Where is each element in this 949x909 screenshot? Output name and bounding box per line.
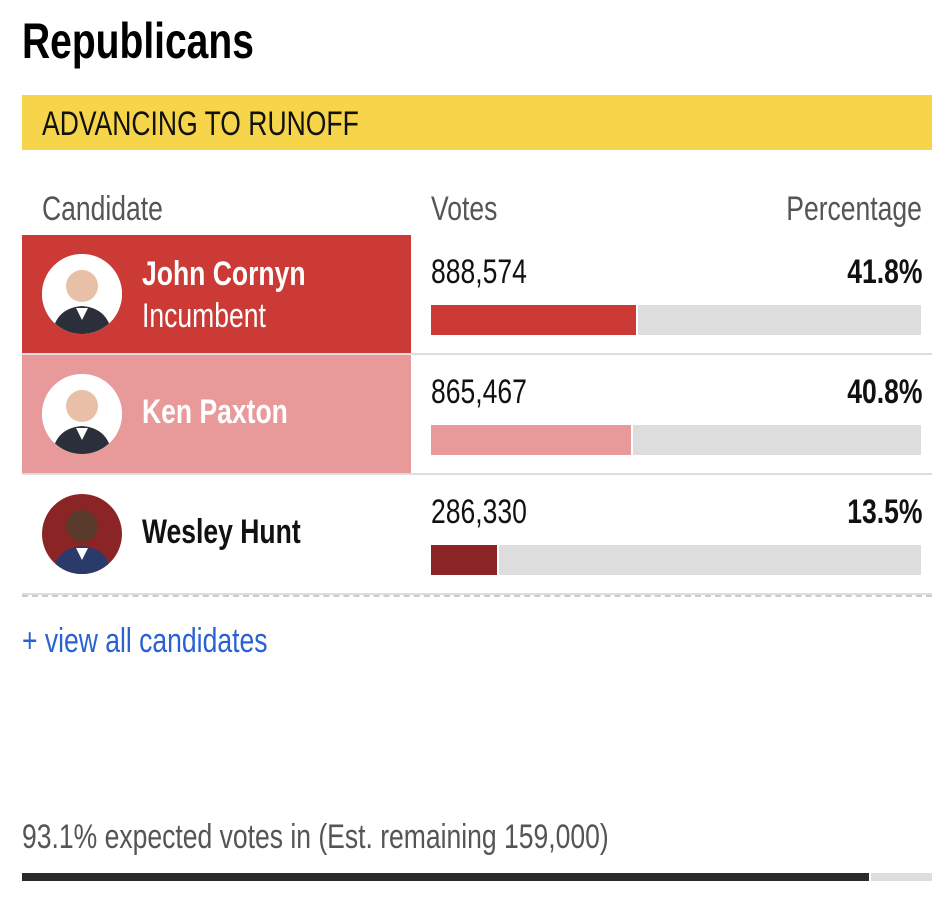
candidate-row: Wesley Hunt 286,330 13.5% (22, 475, 932, 595)
header-percentage: Percentage (786, 190, 922, 228)
candidate-name: John Cornyn (142, 255, 306, 293)
candidate-avatar (42, 494, 122, 574)
expected-votes-fill (22, 873, 872, 881)
candidate-row: John Cornyn Incumbent 888,574 41.8% (22, 235, 932, 355)
vote-percentage: 13.5% (846, 493, 922, 531)
runoff-banner: ADVANCING TO RUNOFF (22, 95, 932, 150)
vote-share-bar (431, 425, 921, 455)
vote-count: 888,574 (431, 253, 527, 291)
candidate-cell: John Cornyn Incumbent (22, 235, 411, 353)
divider (22, 595, 932, 597)
candidate-name: Wesley Hunt (142, 513, 301, 551)
candidate-avatar (42, 374, 122, 454)
header-votes: Votes (431, 190, 498, 228)
candidate-avatar (42, 254, 122, 334)
vote-share-fill (431, 545, 500, 575)
vote-count: 286,330 (431, 493, 527, 531)
vote-percentage: 41.8% (846, 253, 922, 291)
party-title: Republicans (22, 13, 254, 69)
candidate-cell: Wesley Hunt (22, 475, 411, 593)
vote-percentage: 40.8% (846, 373, 922, 411)
vote-share-bar (431, 545, 921, 575)
candidate-cell: Ken Paxton (22, 355, 411, 473)
vote-share-fill (431, 305, 638, 335)
vote-share-bar (431, 305, 921, 335)
vote-share-fill (431, 425, 633, 455)
header-candidate: Candidate (42, 190, 163, 228)
incumbent-label: Incumbent (142, 297, 266, 335)
view-all-candidates-link[interactable]: + view all candidates (22, 622, 268, 660)
vote-count: 865,467 (431, 373, 527, 411)
expected-votes-bar (22, 873, 932, 881)
candidate-name: Ken Paxton (142, 393, 288, 431)
expected-votes-text: 93.1% expected votes in (Est. remaining … (22, 818, 609, 856)
candidate-row: Ken Paxton 865,467 40.8% (22, 355, 932, 475)
